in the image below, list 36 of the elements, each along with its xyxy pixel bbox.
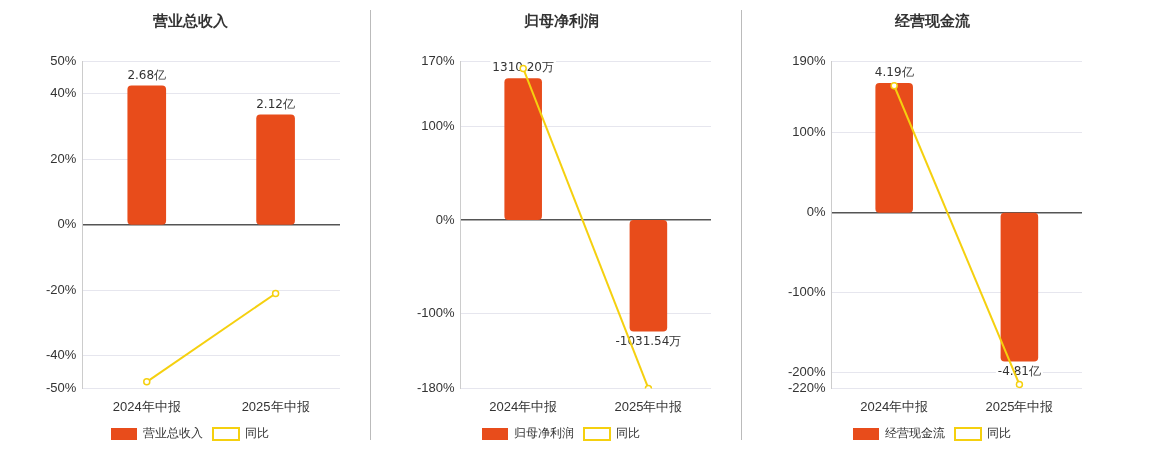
legend-label: 归母净利润 (514, 426, 574, 441)
y-tick-label: 0% (435, 211, 456, 227)
y-tick-label: 0% (806, 204, 827, 220)
x-tick-label: 2025年中报 (241, 398, 310, 414)
y-tick-label: -180% (417, 379, 456, 395)
x-tick-label: 2024年中报 (489, 398, 558, 414)
y-tick-label: 100% (792, 124, 827, 140)
y-tick-label: 20% (50, 150, 77, 166)
x-tick-label: 2024年中报 (860, 398, 929, 414)
chart-title: 经营现金流 (893, 11, 971, 30)
chart-title: 营业总收入 (151, 11, 229, 30)
x-tick-label: 2025年中报 (985, 398, 1054, 414)
y-tick-label: -220% (788, 379, 827, 395)
y-tick-label: -100% (788, 284, 827, 300)
y-tick-label: 50% (50, 52, 77, 68)
y-tick-label: 190% (792, 52, 827, 68)
data-label: 4.19亿 (874, 65, 914, 80)
x-tick-label: 2025年中报 (614, 398, 683, 414)
legend-label: 营业总收入 (143, 426, 203, 441)
x-tick-label: 2024年中报 (112, 398, 181, 414)
y-tick-label: 100% (421, 118, 456, 134)
y-tick-label: -20% (45, 281, 77, 297)
data-label: 2.12亿 (256, 96, 295, 111)
y-tick-label: 0% (57, 216, 77, 232)
y-tick-label: -50% (45, 379, 77, 395)
data-label: 2.68亿 (127, 67, 167, 82)
y-tick-label: 40% (50, 85, 77, 101)
legend-label: 同比 (245, 426, 269, 441)
y-tick-label: -100% (417, 305, 456, 321)
y-tick-label: 170% (421, 52, 456, 68)
y-tick-label: -200% (788, 364, 827, 380)
y-tick-label: -40% (45, 347, 77, 363)
legend-label: 同比 (616, 426, 640, 441)
legend-label: 经营现金流 (885, 426, 945, 441)
chart-title: 归母净利润 (522, 11, 599, 30)
legend-label: 同比 (987, 426, 1011, 441)
